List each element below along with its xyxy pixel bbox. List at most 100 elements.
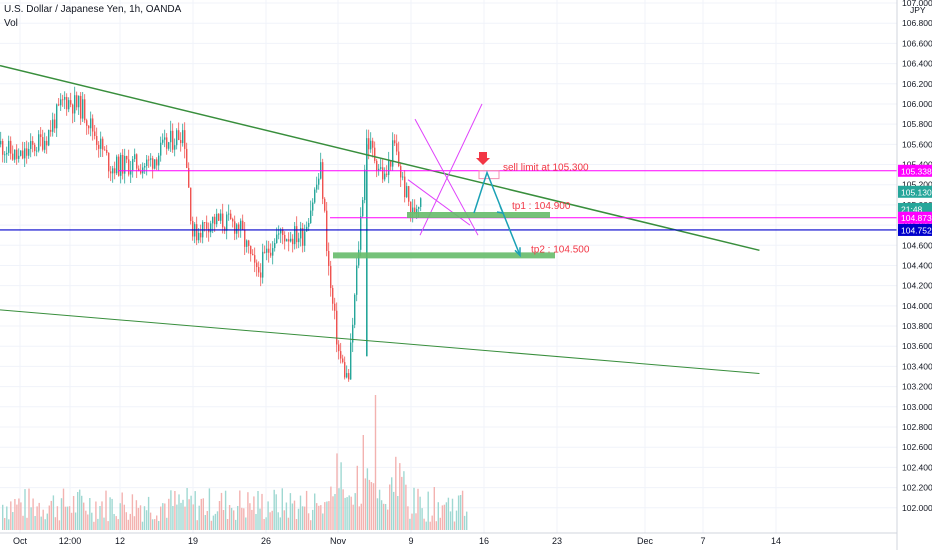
volume-bar (12, 512, 14, 530)
candle-body (246, 240, 248, 247)
candle-body (312, 202, 314, 211)
annotation-tp2: tp2 : 104.500 (531, 244, 590, 255)
volume-bar (417, 488, 419, 530)
volume-bar (10, 501, 12, 530)
candle-body (278, 233, 280, 235)
candle-body (164, 137, 166, 140)
volume-bar (74, 512, 77, 530)
volume-label: Vol (4, 18, 18, 29)
candle-body (136, 154, 138, 169)
candle-body (340, 351, 342, 359)
candle-body (288, 239, 290, 242)
chart-title: U.S. Dollar / Japanese Yen, 1h, OANDA (4, 4, 182, 15)
candle-body (214, 216, 216, 225)
volume-bar (340, 462, 342, 530)
candle-body (188, 167, 190, 188)
candle-body (8, 140, 10, 153)
volume-bar (129, 513, 131, 530)
volume-bar (366, 468, 369, 530)
candle-body (314, 189, 316, 203)
candle-body (228, 213, 230, 215)
volume-bar (89, 498, 91, 530)
volume-bar (216, 511, 219, 530)
candle-body (248, 240, 250, 246)
volume-bar (368, 479, 371, 530)
candle-body (52, 119, 54, 132)
volume-bar (346, 497, 348, 530)
y-tick-label: 106.000 (902, 99, 932, 109)
volume-bar (196, 520, 198, 530)
volume-bar (77, 492, 79, 530)
candle-body (170, 130, 172, 143)
candle-body (262, 251, 264, 278)
candle-body (40, 134, 42, 138)
candle-body (296, 226, 298, 243)
volume-bar (344, 497, 346, 530)
volume-bar (208, 488, 211, 530)
candle-body (310, 210, 312, 223)
candle-body (290, 238, 292, 242)
volume-bar (235, 519, 237, 530)
volume-bar (277, 512, 279, 530)
volume-bar (127, 519, 129, 530)
breakout-candle (366, 144, 368, 357)
volume-bar (4, 518, 6, 530)
candle-body (0, 141, 2, 145)
volume-bar (168, 498, 170, 530)
price-tag (898, 185, 932, 198)
volume-bar (389, 484, 391, 530)
candle-body (38, 134, 40, 151)
tp2-zone (333, 252, 555, 259)
volume-bar (326, 501, 328, 530)
candle-body (126, 156, 128, 160)
volume-bar (206, 511, 208, 530)
candle-body (348, 373, 350, 380)
volume-bar (320, 505, 322, 530)
candle-body (362, 200, 364, 217)
y-tick-label: 102.600 (902, 442, 932, 452)
candle-body (376, 160, 378, 171)
candle-body (378, 168, 380, 171)
x-tick-label: Nov (330, 536, 347, 546)
volume-bar (143, 506, 146, 530)
volume-bar (447, 497, 450, 530)
y-axis-unit: JPY (910, 5, 926, 15)
volume-bar (387, 509, 389, 530)
volume-bar (218, 501, 221, 530)
volume-bar (314, 493, 316, 530)
volume-bar (58, 520, 61, 530)
candle-body (128, 159, 130, 175)
volume-bar (68, 506, 71, 530)
volume-bar (316, 503, 318, 530)
candle-body (120, 154, 122, 176)
volume-bar (328, 501, 330, 530)
volume-bar (457, 495, 460, 530)
candle-body (14, 149, 16, 160)
candle-body (418, 206, 420, 209)
y-tick-label: 102.400 (902, 462, 932, 472)
annotation-tp1: tp1 : 104.900 (512, 201, 571, 212)
volume-bar (186, 488, 188, 530)
candle-body (354, 294, 356, 325)
volume-bar (131, 494, 134, 530)
volume-bar (318, 505, 320, 530)
volume-bar (36, 506, 38, 530)
volume-bar (60, 498, 63, 530)
volume-bar (243, 508, 245, 530)
volume-bar (285, 502, 288, 530)
candle-body (244, 229, 246, 247)
volume-bar (324, 502, 326, 530)
volume-bar (338, 488, 340, 530)
candle-body (94, 131, 96, 137)
volume-bar (312, 509, 314, 530)
candle-body (392, 140, 394, 167)
volume-bar (449, 511, 452, 530)
y-tick-label: 105.800 (902, 119, 932, 129)
candle-body (400, 166, 402, 178)
volume-bar (160, 506, 162, 530)
candle-body (280, 229, 282, 234)
volume-bar (251, 509, 253, 530)
volume-bar (8, 519, 10, 530)
volume-bar (405, 484, 407, 530)
